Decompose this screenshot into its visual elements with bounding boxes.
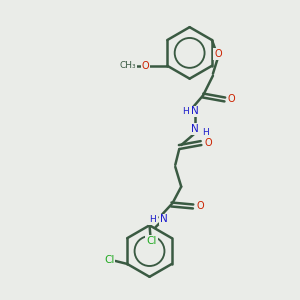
Text: N: N <box>191 106 199 116</box>
Text: N: N <box>191 124 199 134</box>
Text: Cl: Cl <box>104 255 115 265</box>
Text: O: O <box>228 94 236 104</box>
Text: O: O <box>204 138 212 148</box>
Text: O: O <box>214 49 222 59</box>
Text: O: O <box>142 61 149 71</box>
Text: N: N <box>160 214 167 224</box>
Text: H: H <box>149 215 155 224</box>
Text: H: H <box>182 107 189 116</box>
Text: CH₃: CH₃ <box>119 61 136 70</box>
Text: Cl: Cl <box>146 236 157 246</box>
Text: H: H <box>202 128 208 137</box>
Text: O: O <box>196 202 204 212</box>
